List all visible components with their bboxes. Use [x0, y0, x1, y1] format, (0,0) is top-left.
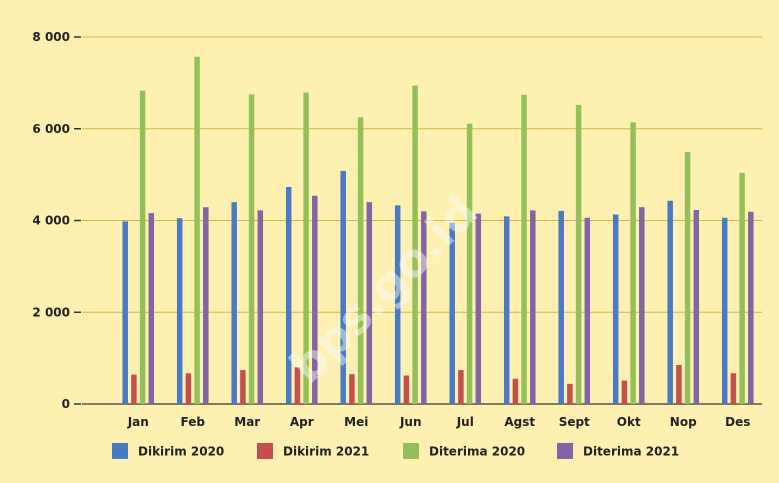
bar: [394, 205, 401, 404]
legend-swatch: [112, 443, 128, 459]
legend-swatch: [557, 443, 573, 459]
y-tick-label: 8 000: [32, 30, 70, 44]
x-tick-label: Jul: [456, 415, 474, 429]
bar: [366, 202, 373, 404]
bar: [412, 85, 418, 404]
bar: [530, 210, 536, 404]
legend-label: Diterima 2021: [583, 445, 679, 459]
bar: [639, 207, 645, 404]
x-axis: Jan Feb Mar Apr Mei Jun Jul Agst Sept Okt Nop Des: [127, 415, 751, 429]
bar: [458, 370, 464, 404]
bar: [575, 104, 582, 405]
bar: [185, 373, 192, 404]
bar: [194, 56, 200, 404]
x-tick-label: Mei: [344, 415, 368, 429]
bars: [122, 56, 754, 405]
x-tick-label: Nop: [670, 415, 697, 429]
x-tick-label: Mar: [234, 415, 260, 429]
bar: [449, 222, 455, 404]
bar: [294, 367, 301, 404]
bar: [131, 374, 137, 404]
bar: [693, 209, 700, 404]
bar: [748, 211, 754, 404]
bar: [349, 374, 355, 404]
bar: [512, 378, 519, 404]
bar: [684, 152, 691, 404]
x-tick-label: Apr: [290, 415, 314, 429]
y-tick-label: 6 000: [32, 122, 70, 136]
bar: [357, 117, 364, 404]
bar: [567, 383, 573, 404]
bar: [240, 370, 246, 404]
bar: [176, 218, 183, 404]
bar: [676, 365, 682, 404]
bar: [403, 375, 410, 404]
y-tick-label: 0: [62, 397, 70, 411]
bar: [340, 170, 346, 404]
bar: [721, 217, 728, 404]
x-tick-label: Jan: [127, 415, 149, 429]
bar: [122, 221, 128, 404]
x-tick-label: Okt: [617, 415, 641, 429]
y-tick-label: 2 000: [32, 305, 70, 319]
bar: [231, 202, 237, 404]
legend-swatch: [403, 443, 419, 459]
x-tick-label: Des: [725, 415, 750, 429]
y-axis: 0 2 000 4 000 6 000 8 000: [32, 30, 81, 411]
x-tick-label: Jun: [399, 415, 422, 429]
bar: [621, 380, 628, 404]
bar: [285, 187, 292, 404]
bar: [203, 207, 209, 404]
bar: [612, 214, 619, 404]
bar: [139, 90, 146, 404]
x-tick-label: Feb: [181, 415, 206, 429]
bar: [312, 195, 318, 404]
legend: Dikirim 2020 Dikirim 2021 Diterima 2020 Dit…: [112, 443, 679, 459]
legend-label: Diterima 2020: [429, 445, 525, 459]
bar: [521, 94, 527, 405]
bar: [730, 373, 737, 404]
bar: [257, 210, 264, 404]
bar: [503, 216, 510, 404]
bar: [248, 94, 255, 404]
legend-label: Dikirim 2021: [283, 445, 369, 459]
bar: [584, 217, 591, 404]
legend-label: Dikirim 2020: [138, 445, 224, 459]
x-tick-label: Sept: [559, 415, 590, 429]
y-tick-label: 4 000: [32, 214, 70, 228]
bar: [475, 213, 482, 404]
bar: [466, 123, 473, 405]
bar: [303, 92, 309, 404]
bar: [148, 213, 155, 404]
bar: [630, 122, 636, 404]
legend-swatch: [257, 443, 273, 459]
bar: [739, 172, 745, 404]
bar: [421, 211, 427, 404]
bar: [558, 210, 564, 404]
bar: [667, 200, 673, 404]
x-tick-label: Agst: [504, 415, 535, 429]
